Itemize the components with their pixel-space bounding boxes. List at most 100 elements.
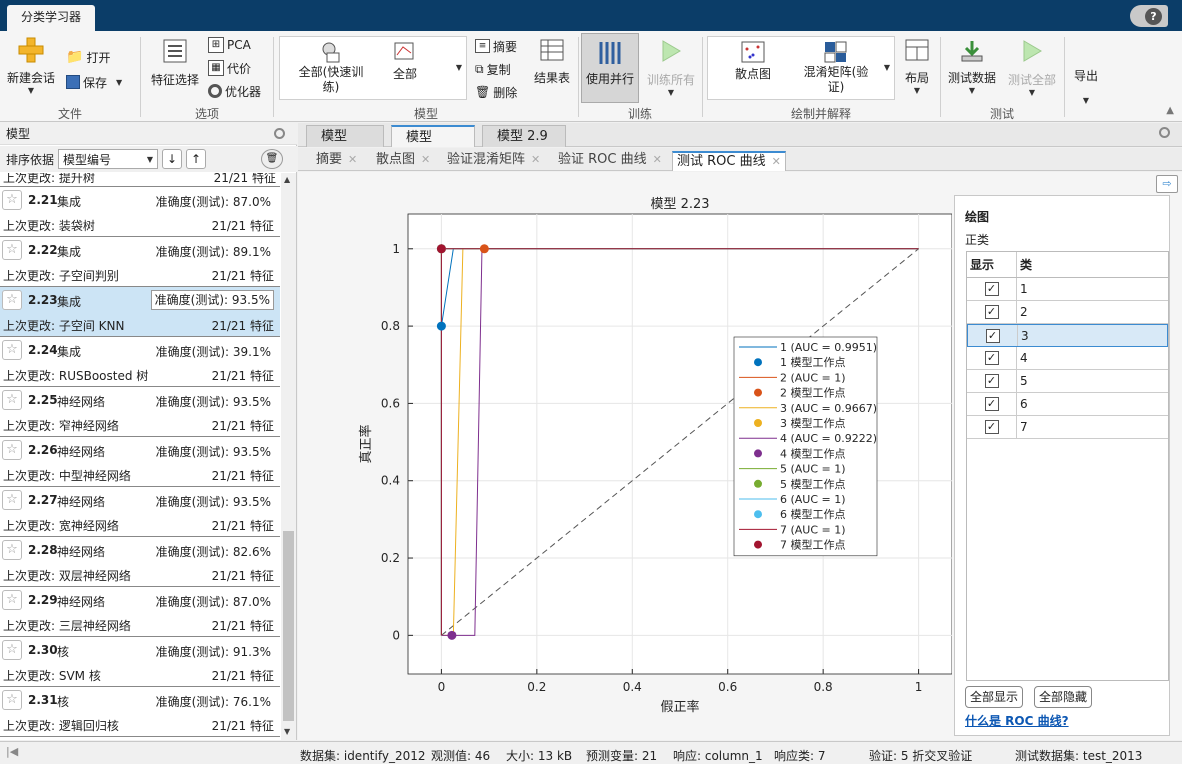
show-checkbox[interactable]: ✓ xyxy=(984,282,999,296)
model-item[interactable]: ☆ 2.30 核 准确度(测试): 91.3% 上次更改: SVM 核 21/21 特征 xyxy=(0,637,280,687)
star-icon[interactable]: ☆ xyxy=(2,290,22,310)
status-test-dataset: 测试数据集: test_2013 xyxy=(1015,749,1143,763)
show-checkbox[interactable]: ✓ xyxy=(984,397,999,411)
copy-button[interactable]: ⧉ 复制 xyxy=(475,61,511,77)
train-all-button[interactable]: 训练所有 ▼ xyxy=(644,39,698,97)
star-icon[interactable]: ☆ xyxy=(2,540,22,560)
model-item[interactable]: ☆ 2.25 神经网络 准确度(测试): 93.5% 上次更改: 窄神经网络 21/21 … xyxy=(0,387,280,437)
gallery-expand-icon[interactable]: ▼ xyxy=(883,63,890,72)
scatter-button[interactable]: 散点图 xyxy=(718,41,788,82)
confusion-matrix-button[interactable]: 混淆矩阵(验证) xyxy=(794,41,878,95)
close-icon[interactable]: ✕ xyxy=(771,155,781,168)
model-last-change: 上次更改: 三层神经网络 xyxy=(3,619,131,633)
list-item[interactable]: 上次更改: 提升树 21/21 特征 xyxy=(0,173,280,187)
plot-gallery[interactable]: 散点图 混淆矩阵(验证) ▼ xyxy=(707,36,895,100)
show-checkbox[interactable]: ✓ xyxy=(984,351,999,365)
star-icon[interactable]: ☆ xyxy=(2,640,22,660)
help-button[interactable]: ? xyxy=(1130,5,1168,27)
export-button[interactable]: 导出 ▼ xyxy=(1073,69,1098,105)
star-icon[interactable]: ☆ xyxy=(2,690,22,710)
use-parallel-button[interactable]: 使用并行 xyxy=(581,33,639,103)
model-item[interactable]: ☆ 2.23 集成 准确度(测试): 93.5% 上次更改: 子空间 KNN 21/21 … xyxy=(0,287,280,337)
delete-button[interactable]: 🗑 删除 xyxy=(475,85,518,100)
sort-descending-button[interactable]: ↓ xyxy=(162,149,183,169)
star-icon[interactable]: ☆ xyxy=(2,340,22,360)
scroll-down-icon[interactable]: ▼ xyxy=(284,727,291,736)
cost-button[interactable]: ▦ 代价 xyxy=(208,59,251,77)
tab-plot[interactable]: 验证 ROC 曲线 ✕ xyxy=(554,151,666,171)
model-item[interactable]: ☆ 2.21 集成 准确度(测试): 87.0% 上次更改: 装袋树 21/21 特征 xyxy=(0,187,280,237)
scroll-up-icon[interactable]: ▲ xyxy=(284,175,291,184)
tab-model[interactable]: 模型 2.9 xyxy=(482,125,566,147)
layout-button[interactable]: 布局 ▼ xyxy=(900,39,934,95)
roc-help-link[interactable]: 什么是 ROC 曲线? xyxy=(965,714,1069,728)
app-tab[interactable]: 分类学习器 xyxy=(7,5,96,31)
model-accuracy: 准确度(测试): 93.5% xyxy=(155,395,271,409)
tab-plot[interactable]: 摘要 ✕ xyxy=(312,151,361,171)
model-item[interactable]: ☆ 2.24 集成 准确度(测试): 39.1% 上次更改: RUSBoosted 树 2… xyxy=(0,337,280,387)
class-row[interactable]: ✓ 6 xyxy=(967,393,1168,416)
show-checkbox[interactable]: ✓ xyxy=(985,328,1000,343)
pca-button[interactable]: ⊞ PCA xyxy=(208,36,251,54)
sort-ascending-button[interactable]: ↑ xyxy=(186,149,207,169)
class-row[interactable]: ✓ 1 xyxy=(967,278,1168,301)
panel-options-icon[interactable] xyxy=(274,128,285,139)
dock-panel-button[interactable]: ⇨ xyxy=(1156,175,1178,193)
collapse-ribbon-icon[interactable]: ▲ xyxy=(1166,105,1174,116)
star-icon[interactable]: ☆ xyxy=(2,190,22,210)
tab-model[interactable]: 模型 2.23 xyxy=(391,125,475,167)
all-button[interactable]: 全部 xyxy=(378,41,432,82)
star-icon[interactable]: ☆ xyxy=(2,240,22,260)
tab-plot[interactable]: 验证混淆矩阵 ✕ xyxy=(443,151,544,171)
delete-model-button[interactable]: 🗑 xyxy=(261,149,283,169)
x-axis-label: 假正率 xyxy=(660,699,699,715)
close-icon[interactable]: ✕ xyxy=(531,153,541,166)
new-session-button[interactable]: 新建会话 ▼ xyxy=(4,37,58,95)
star-icon[interactable]: ☆ xyxy=(2,490,22,510)
results-table-button[interactable]: 结果表 xyxy=(528,39,576,86)
class-row[interactable]: ✓ 2 xyxy=(967,301,1168,324)
hide-all-button[interactable]: 全部隐藏 xyxy=(1034,686,1093,708)
model-item[interactable]: ☆ 2.26 神经网络 准确度(测试): 93.5% 上次更改: 中型神经网络 21/21… xyxy=(0,437,280,487)
gallery-expand-icon[interactable]: ▼ xyxy=(455,63,462,72)
class-row[interactable]: ✓ 5 xyxy=(967,370,1168,393)
close-icon[interactable]: ✕ xyxy=(348,153,358,166)
model-last-change: 上次更改: 子空间 KNN xyxy=(3,319,125,333)
save-button[interactable]: 保存 ▼ xyxy=(66,73,122,91)
summary-button[interactable]: ≡ 摘要 xyxy=(475,37,517,55)
model-gallery[interactable]: 全部(快速训练) 全部 ▼ xyxy=(279,36,467,100)
tabs-options-icon[interactable] xyxy=(1159,127,1170,138)
star-icon[interactable]: ☆ xyxy=(2,590,22,610)
close-icon[interactable]: ✕ xyxy=(652,153,662,166)
model-item[interactable]: ☆ 2.28 神经网络 准确度(测试): 82.6% 上次更改: 双层神经网络 21/21… xyxy=(0,537,280,587)
class-row[interactable]: ✓ 7 xyxy=(967,416,1168,439)
star-icon[interactable]: ☆ xyxy=(2,390,22,410)
status-collapse-icon[interactable]: |◀ xyxy=(6,745,19,758)
show-all-button[interactable]: 全部显示 xyxy=(965,686,1024,708)
test-data-button[interactable]: 测试数据 ▼ xyxy=(944,39,1000,95)
class-row[interactable]: ✓ 3 xyxy=(967,324,1168,347)
model-item[interactable]: ☆ 2.29 神经网络 准确度(测试): 87.0% 上次更改: 三层神经网络 21/21… xyxy=(0,587,280,637)
star-icon[interactable]: ☆ xyxy=(2,440,22,460)
close-icon[interactable]: ✕ xyxy=(421,153,431,166)
model-item[interactable]: ☆ 2.27 神经网络 准确度(测试): 93.5% 上次更改: 宽神经网络 21/21 … xyxy=(0,487,280,537)
model-list-scrollbar[interactable]: ▲ ▼ xyxy=(281,173,296,740)
tab-model[interactable]: 模型 2.1 xyxy=(306,125,384,166)
model-item[interactable]: ☆ 2.31 核 准确度(测试): 76.1% 上次更改: 逻辑回归核 21/21 特征 xyxy=(0,687,280,737)
class-row[interactable]: ✓ 4 xyxy=(967,347,1168,370)
model-item[interactable]: ☆ 2.22 集成 准确度(测试): 89.1% 上次更改: 子空间判别 21/21 特征 xyxy=(0,237,280,287)
show-checkbox[interactable]: ✓ xyxy=(984,305,999,319)
tab-plot[interactable]: 散点图 ✕ xyxy=(372,151,434,171)
all-quick-button[interactable]: 全部(快速训练) xyxy=(286,41,376,95)
show-checkbox[interactable]: ✓ xyxy=(984,374,999,388)
tab-plot[interactable]: 测试 ROC 曲线 ✕ xyxy=(672,151,786,171)
optimizer-button[interactable]: 优化器 xyxy=(208,82,261,100)
legend-entry-curve: 4 (AUC = 0.9222) xyxy=(780,432,877,445)
test-all-button[interactable]: 测试全部 ▼ xyxy=(1004,39,1060,97)
open-button[interactable]: 📁 打开 xyxy=(66,49,111,65)
model-id: 2.26 xyxy=(28,443,58,457)
scroll-thumb[interactable] xyxy=(283,531,294,721)
sort-select[interactable]: 模型编号 ▼ xyxy=(58,149,159,169)
show-checkbox[interactable]: ✓ xyxy=(984,420,999,434)
feature-select-button[interactable]: 特征选择 xyxy=(148,39,202,88)
